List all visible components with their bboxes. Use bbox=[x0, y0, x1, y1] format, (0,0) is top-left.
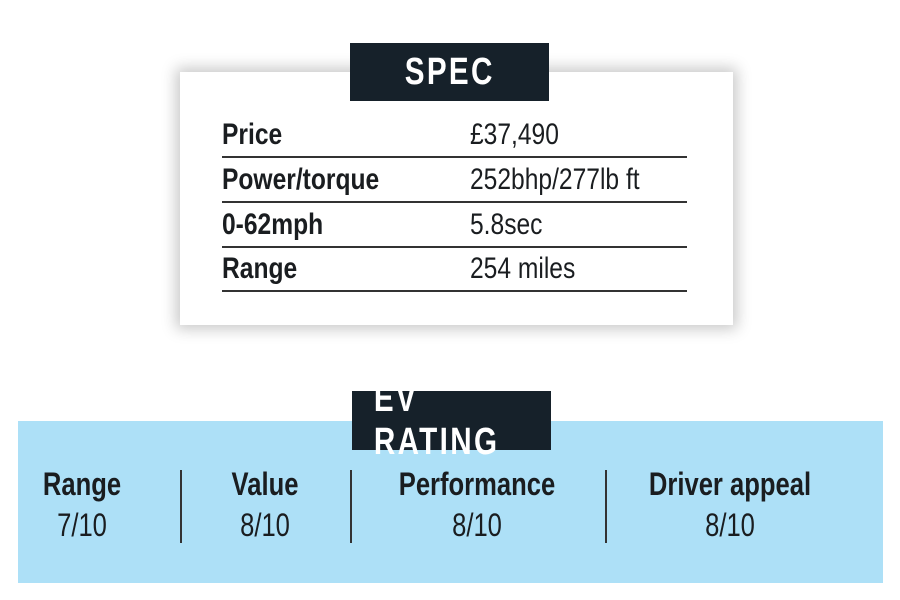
spec-title-text: SPEC bbox=[404, 50, 495, 93]
spec-label: 0-62mph bbox=[222, 208, 324, 241]
rating-driver-appeal: Driver appeal 8/10 bbox=[610, 466, 850, 544]
divider bbox=[180, 470, 182, 543]
spec-label: Price bbox=[222, 118, 283, 151]
spec-row-range: Range 254 miles bbox=[222, 246, 687, 292]
rating-performance: Performance 8/10 bbox=[357, 466, 597, 544]
ev-rating-title-text: EV RATING bbox=[373, 377, 500, 463]
spec-label: Range bbox=[222, 252, 298, 285]
ev-rating-title: EV RATING bbox=[352, 378, 551, 463]
rating-value: 8/10 bbox=[240, 507, 290, 543]
spec-label: Power/torque bbox=[222, 163, 380, 196]
spec-title: SPEC bbox=[350, 43, 549, 101]
rating-label: Value bbox=[231, 466, 299, 502]
rating-label: Driver appeal bbox=[648, 466, 812, 502]
rating-value-for-money: Value 8/10 bbox=[145, 466, 385, 544]
spec-row-power: Power/torque 252bhp/277lb ft bbox=[222, 157, 687, 203]
divider bbox=[605, 470, 607, 543]
rating-label: Performance bbox=[398, 466, 556, 502]
spec-value: 252bhp/277lb ft bbox=[470, 163, 640, 196]
spec-row-price: Price £37,490 bbox=[222, 112, 687, 158]
spec-value: £37,490 bbox=[470, 118, 559, 151]
divider bbox=[350, 470, 352, 543]
spec-value: 254 miles bbox=[470, 252, 576, 285]
spec-row-acceleration: 0-62mph 5.8sec bbox=[222, 202, 687, 248]
spec-card bbox=[180, 72, 733, 325]
rating-value: 8/10 bbox=[452, 507, 502, 543]
rating-label: Range bbox=[42, 466, 122, 502]
rating-value: 8/10 bbox=[705, 507, 755, 543]
rating-value: 7/10 bbox=[57, 507, 107, 543]
rating-range: Range 7/10 bbox=[0, 466, 202, 544]
spec-value: 5.8sec bbox=[470, 208, 543, 241]
